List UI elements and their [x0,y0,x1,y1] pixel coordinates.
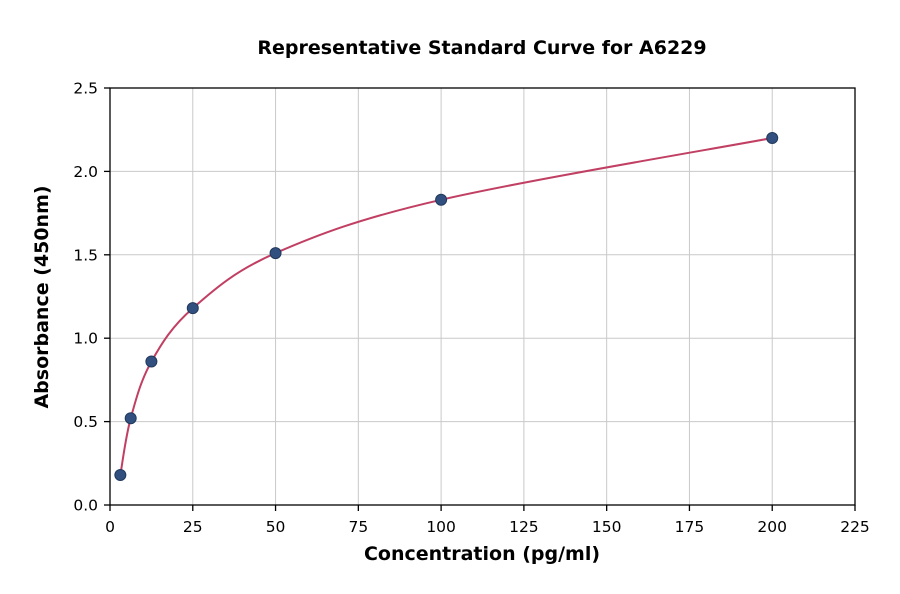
y-tick-label: 1.0 [73,330,98,348]
x-tick-label: 75 [348,518,368,536]
fit-curve [119,137,773,476]
data-point [186,302,199,315]
y-tick-label: 2.5 [73,80,98,98]
plot-border [109,87,856,506]
data-point [435,193,448,206]
x-tick-label: 200 [757,518,787,536]
gridlines [109,87,856,506]
x-tick-label: 100 [426,518,456,536]
y-tick-label: 0.5 [73,413,98,431]
x-tick-label: 125 [509,518,539,536]
x-tick-label: 50 [266,518,286,536]
x-tick-label: 175 [675,518,705,536]
data-point [124,412,137,425]
x-tick-label: 25 [183,518,203,536]
data-point [145,355,158,368]
x-tick-label: 150 [592,518,622,536]
y-tick-label: 1.5 [73,246,98,264]
y-tick-label: 0.0 [73,497,98,515]
data-point [766,132,779,145]
x-axis-label: Concentration (pg/ml) [364,543,600,565]
x-tick-label: 0 [105,518,115,536]
data-point [114,468,127,481]
y-axis-label: Absorbance (450nm) [31,185,53,408]
axes: 0 25 50 75 100 125 150 175 200 225 0.0 0.5 1.0 1.5 2.0… [73,80,869,537]
chart-title: Representative Standard Curve for A6229 [257,37,706,59]
x-tick-label: 225 [840,518,870,536]
data-point [269,247,282,260]
data-points [114,132,779,481]
y-tick-label: 2.0 [73,163,98,181]
standard-curve-line [119,137,773,476]
